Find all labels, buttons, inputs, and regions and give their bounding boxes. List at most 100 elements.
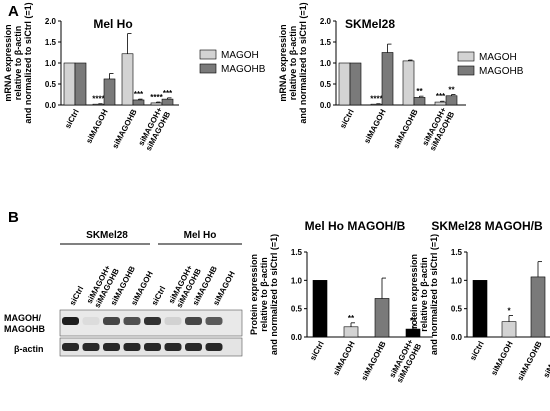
significance-label: ** [410,317,417,326]
significance-label: ** [416,87,423,96]
y-tick-label: 0.0 [45,101,57,110]
y-tick-label: 0.5 [291,305,303,314]
y-axis-label-line: relative to β-actin [259,257,269,332]
actin-band [185,343,202,351]
category-label-line: siMAGOHB [516,340,544,382]
legend-swatch [199,63,217,74]
category-label: siMAGOH+siMAGOHB [387,338,423,385]
actin-band [164,343,182,351]
y-tick-label: 1.5 [291,248,303,257]
blot-row-label-line: MAGOHB [4,324,45,334]
blot-lane-label-line: siCtrl [150,285,168,307]
y-tick-label: 0.0 [320,101,332,110]
significance-label: ** [348,314,355,323]
y-tick-label: 0.0 [291,333,303,342]
bar-magoh [434,101,447,106]
category-label: siMAGOHB [360,340,388,382]
category-label: siCtrl [468,340,486,362]
significance-label: *** [134,90,144,99]
chart-title: Mel Ho [93,17,132,31]
actin-band [62,343,79,351]
y-tick-label: 2.0 [320,17,332,26]
blot-lane-label: siCtrl [150,285,168,307]
significance-label: *** [163,89,173,98]
legend-label: MAGOHB [221,64,266,75]
category-label-line: siMAGOH [489,340,515,377]
legend-label: MAGOH [221,50,259,61]
bar-magohb [381,52,394,106]
bar-magoh [150,102,163,106]
category-label: siCtrl [63,108,81,130]
category-label: siMAGOH+siMAGOHB [136,106,172,153]
category-label-line: siMAGOH [331,340,357,377]
magoh-band [205,317,223,325]
bar [472,280,488,338]
chart-title: SKMel28 MAGOH/B [431,219,543,233]
y-axis-label-line: Protein expression [249,254,259,335]
bar [312,280,328,338]
bar-magohb [132,99,145,106]
magoh-band [82,317,100,325]
y-tick-label: 1.0 [291,276,303,285]
category-label-line: siMAGOHB [392,108,420,150]
chart-2: SKMel28 mRNA expressionrelative to β-acti… [278,2,524,152]
y-axis-label-line: and normalized to siCtrl (=1) [23,2,33,123]
bar [530,276,546,338]
y-tick-label: 1.0 [45,59,57,68]
legend-swatch [457,51,475,62]
bar-magoh [92,103,105,106]
legend-swatch [199,49,217,60]
y-axis-label: Protein expressionrelative to β-actinand… [409,234,439,355]
actin-band [82,343,100,351]
y-axis-label-line: and normalized to siCtrl (=1) [298,2,308,123]
bar [501,321,517,338]
blot-lane-label: siCtrl [68,285,86,307]
y-axis-label-line: and normalized to siCtrl (=1) [429,234,439,355]
category-label-line: siMAGOH [84,108,110,145]
blot-group-label: Mel Ho [184,230,217,241]
y-tick-label: 0.5 [320,80,332,89]
category-label-line: siCtrl [63,108,81,130]
category-label-line: siCtrl [468,340,486,362]
blot-row-label-line: MAGOH/ [4,313,41,323]
y-tick-label: 0.0 [451,333,463,342]
y-tick-label: 1.0 [320,59,332,68]
chart-title: Mel Ho MAGOH/B [305,219,406,233]
blot-row-label-actin: β-actin [14,344,44,354]
bar-magohb [103,78,116,106]
bar-magoh [338,62,351,106]
y-tick-label: 1.5 [45,38,57,47]
legend-swatch [457,65,475,76]
blot-lane-label-line: siCtrl [68,285,86,307]
magoh-band [103,317,120,325]
category-label-line: siMAGOHB [360,340,388,382]
category-label: siMAGOH [331,340,357,377]
actin-band [144,343,161,351]
magoh-band [185,317,202,325]
y-tick-label: 0.5 [45,80,57,89]
category-label-line: siMAGOH [362,108,388,145]
legend-label: MAGOH [479,52,517,63]
chart-1: Mel Ho mRNA expressionrelative to β-actin… [3,2,266,152]
y-tick-label: 1.5 [320,38,332,47]
bar [374,298,390,338]
actin-band [103,343,120,351]
chart-title: SKMel28 [345,17,395,31]
category-label: siMAGOH [362,108,388,145]
y-axis-label-line: relative to β-actin [288,26,298,101]
bar-magohb [349,62,362,106]
category-label: siMAGOH [84,108,110,145]
significance-label: * [507,306,511,315]
category-label-line: siCtrl [308,340,326,362]
y-axis-label-line: Protein expression [409,254,419,335]
magoh-band [144,317,161,325]
bar-magohb [413,97,426,106]
y-axis-label-line: relative to β-actin [419,257,429,332]
bar [343,326,359,338]
category-label: siCtrl [308,340,326,362]
y-axis-label-line: mRNA expression [278,24,288,101]
y-axis-label: mRNA expressionrelative to β-actinand no… [3,2,33,123]
bar-magoh [121,53,134,106]
y-tick-label: 1.0 [451,276,463,285]
